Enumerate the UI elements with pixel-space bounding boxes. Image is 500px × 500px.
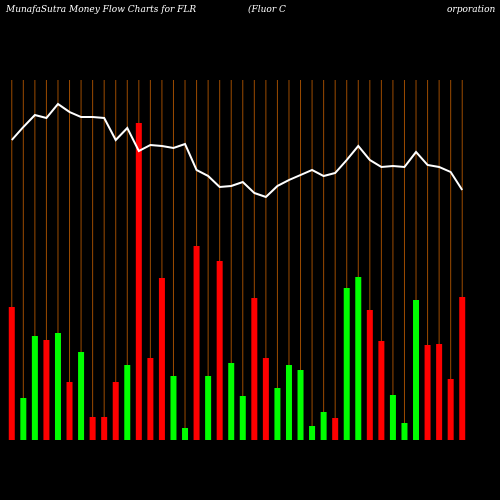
bar (413, 300, 420, 440)
bar (332, 418, 339, 440)
bar (193, 246, 200, 440)
bar (216, 261, 223, 440)
money-flow-line (11, 102, 464, 199)
bar (8, 307, 15, 440)
bar (378, 341, 385, 440)
bar (89, 417, 96, 440)
bar (297, 370, 304, 440)
bar (355, 277, 362, 440)
bar (320, 412, 327, 440)
bar (43, 340, 50, 440)
bar (78, 352, 85, 440)
bar (274, 388, 281, 440)
bar (135, 123, 142, 440)
bar (239, 396, 246, 440)
bar (401, 423, 408, 440)
bar (205, 376, 212, 440)
bar (436, 344, 443, 440)
bar (447, 379, 454, 440)
bar (124, 365, 131, 440)
bar (182, 428, 189, 440)
bar (54, 333, 61, 440)
bar (424, 345, 431, 440)
chart-title: MunafaSutra Money Flow Charts for FLR (5, 5, 196, 15)
bar (459, 297, 466, 440)
bar (262, 358, 269, 440)
chart-subtitle: (Fluor C (248, 4, 286, 15)
bar (285, 365, 292, 440)
bar (389, 395, 396, 440)
bar (101, 417, 108, 440)
bar (66, 382, 73, 440)
bar (309, 426, 316, 440)
bar (147, 358, 154, 440)
bar (228, 363, 235, 440)
bar (251, 298, 258, 440)
bar (20, 398, 27, 440)
bar (158, 278, 165, 440)
bar (31, 336, 38, 440)
bar (366, 310, 373, 440)
bar (343, 288, 350, 440)
chart-subtitle-tail: orporation (447, 5, 495, 15)
bar (112, 382, 119, 440)
bar (170, 376, 177, 440)
